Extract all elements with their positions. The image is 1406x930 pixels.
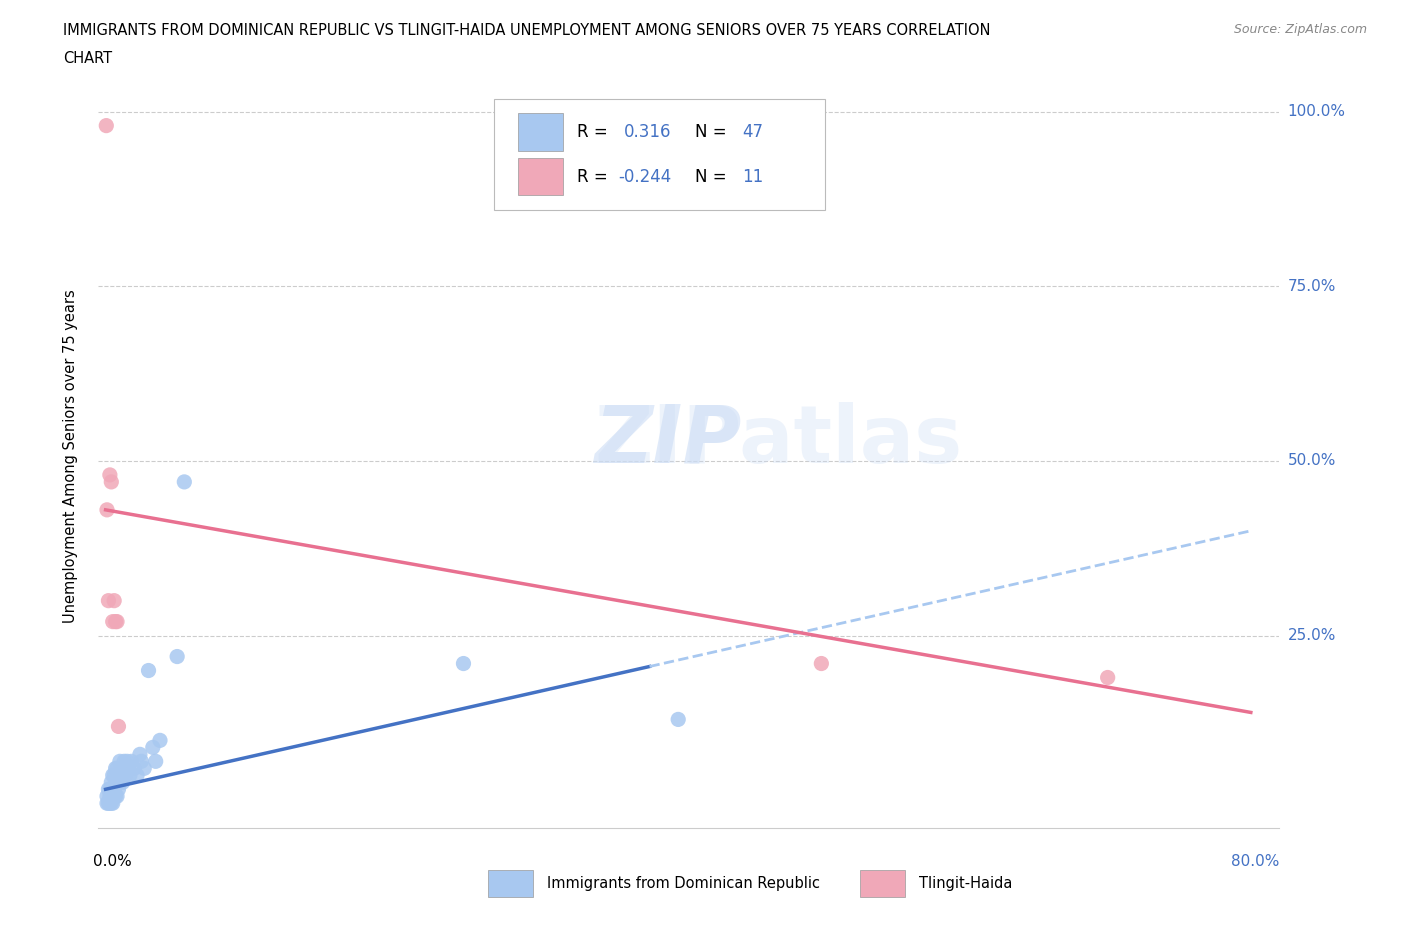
Point	[96, 118, 118, 133]
Point	[103, 782, 125, 797]
Point	[100, 789, 122, 804]
Text: 50.0%: 50.0%	[1288, 454, 1336, 469]
Point	[107, 719, 129, 734]
Text: N =: N =	[695, 123, 727, 141]
Point	[122, 761, 145, 776]
Text: 75.0%: 75.0%	[1288, 279, 1336, 294]
Text: Source: ZipAtlas.com: Source: ZipAtlas.com	[1233, 23, 1367, 36]
Point	[100, 775, 122, 790]
FancyBboxPatch shape	[494, 99, 825, 210]
Point	[96, 502, 118, 517]
Text: 25.0%: 25.0%	[1288, 628, 1336, 643]
Point	[104, 789, 127, 804]
Text: R =: R =	[576, 167, 607, 186]
Point	[129, 747, 152, 762]
Text: 11: 11	[742, 167, 763, 186]
Text: ZIP: ZIP	[595, 402, 742, 480]
Point	[105, 775, 128, 790]
Point	[101, 614, 124, 629]
Text: Immigrants from Dominican Republic: Immigrants from Dominican Republic	[547, 876, 820, 891]
Point	[105, 614, 128, 629]
Point	[96, 789, 118, 804]
FancyBboxPatch shape	[517, 113, 562, 151]
Point	[104, 761, 127, 776]
Point	[110, 768, 132, 783]
Point	[100, 474, 122, 489]
Point	[97, 593, 120, 608]
Point	[107, 782, 129, 797]
Point	[173, 474, 195, 489]
Text: 0.316: 0.316	[624, 123, 672, 141]
Point	[118, 768, 141, 783]
Point	[111, 775, 134, 790]
Point	[108, 754, 131, 769]
FancyBboxPatch shape	[860, 870, 905, 897]
Point	[108, 775, 131, 790]
Point	[125, 768, 148, 783]
Point	[810, 656, 832, 671]
Point	[131, 754, 153, 769]
Point	[149, 733, 172, 748]
Point	[101, 782, 124, 797]
Point	[138, 663, 160, 678]
Text: CHART: CHART	[63, 51, 112, 66]
Point	[666, 712, 689, 727]
Point	[115, 754, 138, 769]
Point	[1097, 670, 1119, 684]
Point	[114, 768, 136, 783]
Text: R =: R =	[576, 123, 607, 141]
Text: -0.244: -0.244	[619, 167, 671, 186]
Text: 100.0%: 100.0%	[1288, 104, 1346, 119]
Point	[101, 768, 124, 783]
Point	[96, 796, 118, 811]
Point	[112, 754, 135, 769]
Point	[103, 593, 125, 608]
Point	[97, 782, 120, 797]
Text: 47: 47	[742, 123, 763, 141]
Point	[100, 796, 122, 811]
Point	[134, 761, 156, 776]
Text: N =: N =	[695, 167, 727, 186]
Point	[145, 754, 167, 769]
Point	[98, 789, 121, 804]
Text: IMMIGRANTS FROM DOMINICAN REPUBLIC VS TLINGIT-HAIDA UNEMPLOYMENT AMONG SENIORS O: IMMIGRANTS FROM DOMINICAN REPUBLIC VS TL…	[63, 23, 991, 38]
Text: Tlingit-Haida: Tlingit-Haida	[920, 876, 1012, 891]
FancyBboxPatch shape	[488, 870, 533, 897]
Point	[453, 656, 475, 671]
Point	[103, 789, 125, 804]
Point	[104, 775, 127, 790]
Point	[104, 614, 127, 629]
FancyBboxPatch shape	[517, 158, 562, 195]
Point	[98, 782, 121, 797]
Point	[107, 768, 129, 783]
Text: 80.0%: 80.0%	[1232, 854, 1279, 869]
Y-axis label: Unemployment Among Seniors over 75 years: Unemployment Among Seniors over 75 years	[63, 289, 77, 622]
Point	[105, 789, 128, 804]
Point	[105, 761, 128, 776]
Point	[98, 796, 121, 811]
Point	[166, 649, 188, 664]
Point	[103, 768, 125, 783]
Point	[117, 761, 139, 776]
Point	[98, 468, 121, 483]
Point	[120, 754, 142, 769]
Point	[101, 796, 124, 811]
Point	[142, 740, 165, 755]
Text: ZIPatlas: ZIPatlas	[595, 402, 963, 480]
Text: 0.0%: 0.0%	[93, 854, 131, 869]
Point	[97, 796, 120, 811]
